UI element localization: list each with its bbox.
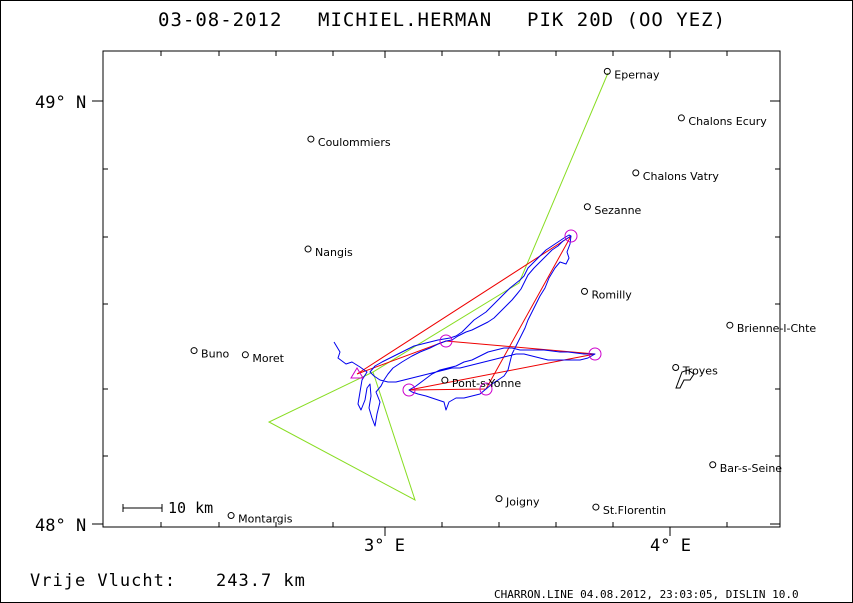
turnpoint-marker (402, 383, 416, 397)
scale-bar-label: 10 km (168, 499, 213, 517)
turnpoint-marker (588, 347, 602, 361)
town-label: Romilly (592, 288, 633, 301)
town-label: Joigny (505, 496, 540, 509)
town-label: Epernay (614, 68, 660, 81)
town-marker (603, 67, 611, 75)
town-label: Montargis (238, 513, 293, 526)
town-label: Nangis (315, 246, 353, 259)
town-marker (241, 351, 249, 359)
flight-date: 03-08-2012 (158, 9, 282, 31)
town-label: Sezanne (594, 204, 641, 217)
town-marker (307, 135, 315, 143)
town-marker (726, 321, 734, 329)
scale-bar: 10 km (122, 499, 213, 517)
town-marker (227, 512, 235, 520)
town-marker (592, 503, 600, 511)
town-label: Buno (201, 348, 229, 361)
town-label: Chalons Vatry (643, 170, 720, 183)
task-route (356, 235, 596, 391)
town-label: Brienne-l-Chte (737, 322, 817, 335)
lon-label-3: 3° E (364, 536, 405, 556)
turnpoint-marker (439, 334, 453, 348)
turnpoint-marker (479, 382, 493, 396)
town-marker (190, 347, 198, 355)
town-layer: Epernay Chalons Ecury Coulommiers Chalons V… (190, 67, 817, 526)
lon-axis: 3° E 4° E (160, 51, 728, 556)
town-label: Moret (252, 352, 284, 365)
pilot-name: MICHIEL.HERMAN (318, 9, 492, 31)
credit-line: CHARRON.LINE 04.08.2012, 23:03:05, DISLI… (494, 588, 799, 601)
town-marker (304, 245, 312, 253)
lat-label-49: 49° N (35, 93, 86, 113)
gps-track (333, 234, 596, 427)
turnpoint-marker (564, 229, 578, 243)
map-box (102, 50, 781, 528)
town-label: Bar-s-Seine (720, 462, 783, 475)
town-marker (583, 203, 591, 211)
town-label: Pont-s-Yonne (452, 377, 522, 390)
town-marker (441, 376, 449, 384)
lat-axis: 49° N 48° N (35, 93, 780, 536)
town-marker (495, 495, 503, 503)
town-marker (672, 363, 680, 371)
free-flight-distance: 243.7 km (216, 571, 306, 591)
glider-id: PIK 20D (OO YEZ) (527, 9, 726, 31)
town-label: St.Florentin (603, 504, 666, 517)
town-marker (581, 287, 588, 295)
town-marker (709, 461, 717, 469)
optimized-route (267, 72, 609, 502)
town-label: Troyes (682, 364, 718, 377)
free-flight-label: Vrije Vlucht: (30, 571, 176, 591)
town-marker (677, 114, 685, 122)
town-label: Coulommiers (318, 136, 391, 149)
lat-label-48: 48° N (35, 516, 86, 536)
lake-outline (675, 369, 695, 389)
town-marker (632, 169, 640, 177)
start-triangle-marker (350, 367, 364, 379)
turnpoints (350, 229, 602, 397)
town-label: Chalons Ecury (688, 115, 767, 128)
lon-label-4: 4° E (650, 536, 691, 556)
